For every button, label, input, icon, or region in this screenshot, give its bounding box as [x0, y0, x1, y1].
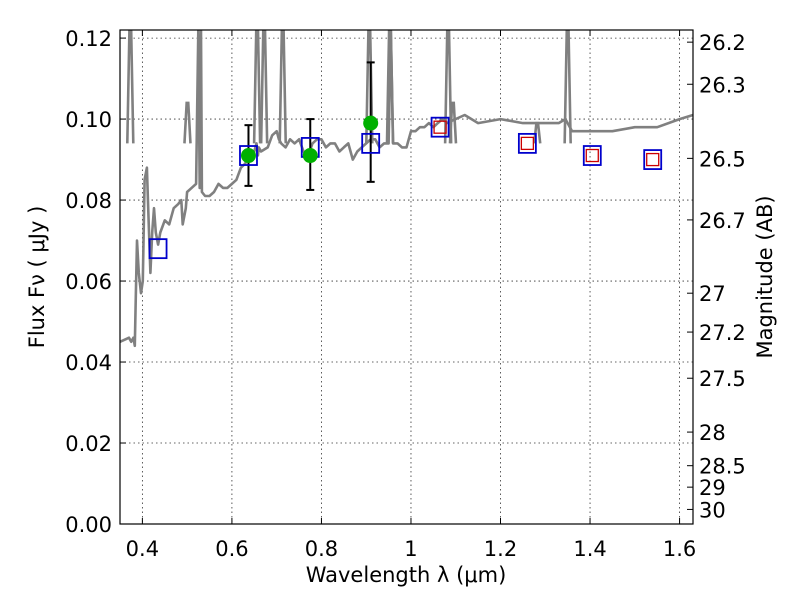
- model-flux-square: [643, 149, 663, 170]
- spectrum-layer: [120, 30, 693, 348]
- x-tick-label: 1: [404, 537, 417, 561]
- x-tick-label: 0.8: [305, 537, 338, 561]
- detection-point: [302, 148, 318, 164]
- y-tick-label: 0.08: [65, 189, 112, 213]
- x-tick-label: 1.4: [573, 537, 606, 561]
- model-flux-square: [148, 238, 168, 260]
- detection-point: [363, 115, 379, 131]
- right-tick-label: 27: [699, 282, 726, 306]
- x-axis-ticks: 0.4 0.6 0.8 1 1.2 1.4 1.6: [126, 30, 696, 561]
- x-axis-label: Wavelength λ (μm): [306, 563, 507, 587]
- detection-point: [240, 148, 256, 164]
- right-tick-label: 28.5: [699, 455, 746, 479]
- model-flux-square: [361, 132, 381, 154]
- model-flux-square: [582, 145, 602, 166]
- right-tick-label: 27.2: [699, 321, 746, 345]
- model-flux-square: [239, 145, 258, 166]
- right-tick-label: 26.5: [699, 147, 746, 171]
- right-axis-label: Magnitude (AB): [753, 195, 777, 358]
- y-tick-label: 0.00: [65, 513, 112, 537]
- errorbar-layer: [244, 61, 375, 191]
- grid-layer: [120, 30, 693, 525]
- observed-flux-square: [585, 148, 599, 163]
- model-spectrum-line: [120, 30, 693, 348]
- y-tick-label: 0.12: [65, 27, 112, 51]
- emission-line-spike: [563, 30, 572, 144]
- right-tick-label: 26.7: [699, 209, 746, 233]
- right-tick-label: 27.5: [699, 367, 746, 391]
- x-tick-label: 0.4: [126, 537, 159, 561]
- right-tick-label: 30: [699, 498, 726, 522]
- emission-line-spike: [183, 101, 192, 144]
- emission-line-spike: [443, 30, 453, 144]
- model-flux-square: [430, 116, 450, 138]
- observed-flux-square: [433, 120, 447, 134]
- y-axis-label: Flux Fν ( μJy ): [25, 206, 49, 349]
- observed-flux-square: [520, 136, 535, 151]
- right-tick-label: 28: [699, 421, 726, 445]
- observed-flux-square: [646, 152, 660, 167]
- model-flux-square: [517, 132, 537, 154]
- marker-layer: [148, 115, 663, 260]
- y-tick-label: 0.06: [65, 270, 112, 294]
- plot-frame: [119, 29, 694, 525]
- x-tick-label: 1.6: [663, 537, 696, 561]
- emission-line-spike: [125, 30, 135, 144]
- emission-line-spike: [448, 101, 458, 144]
- emission-line-spike: [385, 30, 395, 144]
- y-axis-ticks: 0.00 0.02 0.04 0.06 0.08 0.10 0.12: [65, 27, 126, 537]
- y-tick-label: 0.04: [65, 351, 112, 375]
- x-tick-label: 0.6: [215, 537, 248, 561]
- y-tick-label: 0.02: [65, 432, 112, 456]
- right-tick-label: 26.2: [699, 31, 746, 55]
- right-tick-label: 26.3: [699, 73, 746, 97]
- right-tick-label: 29: [699, 476, 726, 500]
- y-tick-label: 0.10: [65, 108, 112, 132]
- emission-line-spike: [252, 30, 262, 144]
- emission-line-spike: [259, 30, 269, 144]
- x-tick-label: 1.2: [484, 537, 517, 561]
- emission-line-spike: [278, 30, 288, 144]
